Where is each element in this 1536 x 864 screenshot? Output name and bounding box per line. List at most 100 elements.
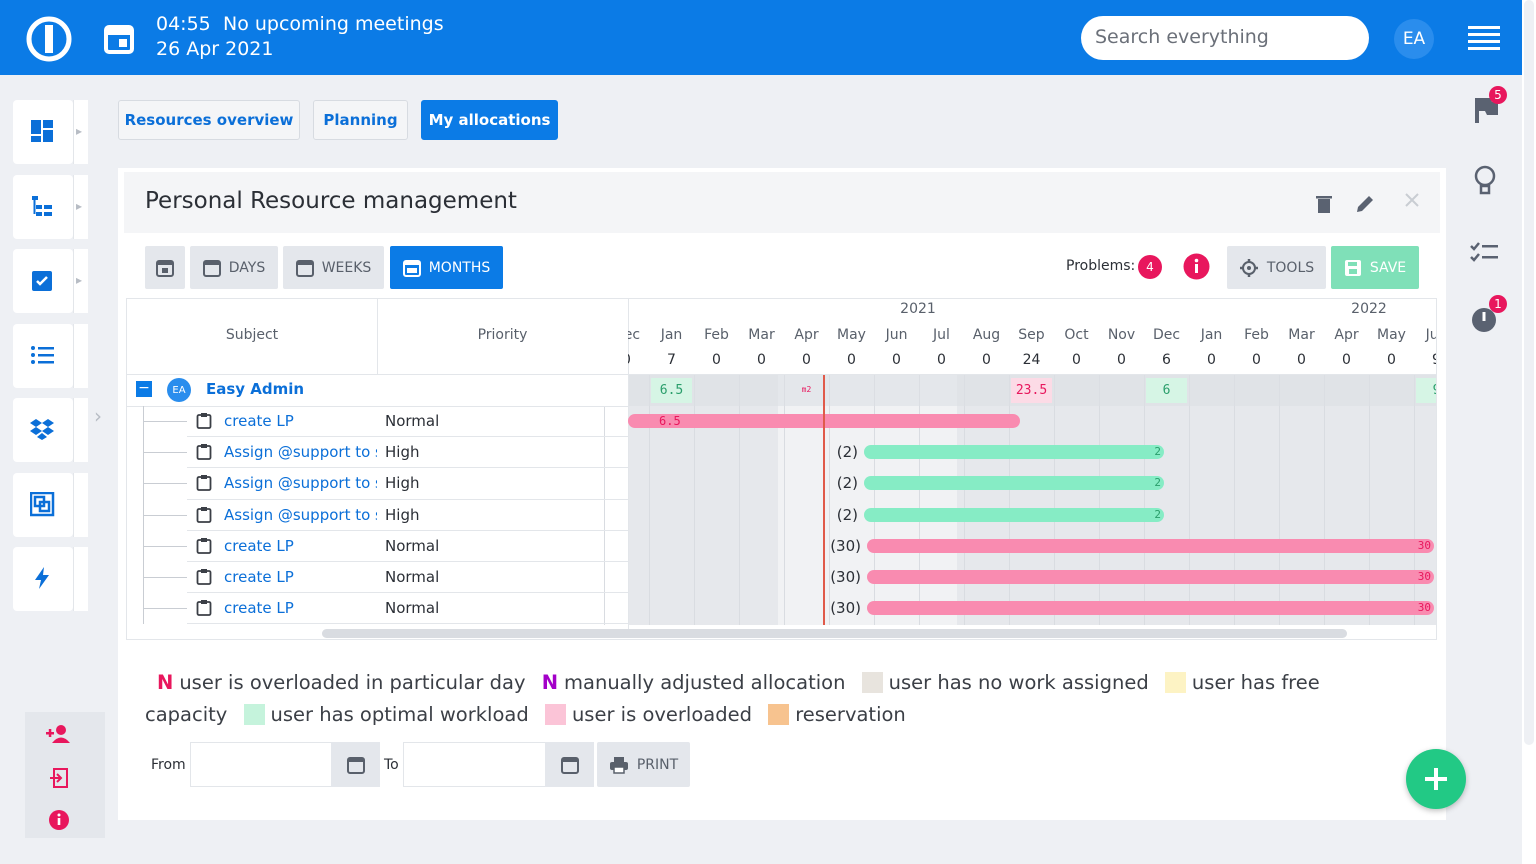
to-input[interactable]: [403, 742, 546, 787]
group-cells: 6.5 m2 23.5 6 9: [628, 375, 1436, 406]
page-scrollbar[interactable]: [1522, 0, 1536, 864]
task-subject[interactable]: create LP: [224, 568, 294, 586]
timer-icon[interactable]: 1: [1470, 293, 1512, 335]
from-input[interactable]: [190, 742, 332, 787]
month-label: Oct: [1064, 327, 1089, 343]
grid-line: [874, 375, 875, 625]
add-user-icon[interactable]: [46, 724, 72, 744]
h-scrollbar[interactable]: [322, 629, 1347, 638]
checklist-icon[interactable]: [1470, 240, 1500, 264]
to-calendar[interactable]: [545, 742, 594, 787]
tile-edge: [73, 174, 88, 239]
group-cell: 23.5: [1011, 378, 1052, 403]
bar-end: 30: [1417, 538, 1431, 552]
task-subject[interactable]: create LP: [224, 536, 294, 555]
group-avatar: EA: [167, 378, 191, 402]
group-row: [127, 375, 628, 407]
legend-text: user has optimal workload: [270, 703, 529, 726]
tile-chevron[interactable]: ▸: [76, 124, 83, 138]
avatar[interactable]: EA: [1394, 19, 1434, 59]
task-subject[interactable]: create LP: [224, 599, 294, 618]
month-label: Nov: [1107, 327, 1136, 343]
tile-chevron[interactable]: ▸: [76, 198, 83, 213]
logout-icon[interactable]: [49, 768, 69, 788]
date: 26 Apr 2021: [156, 38, 274, 60]
bar-end: 2: [1154, 445, 1161, 459]
tab[interactable]: Resources overview: [118, 100, 300, 140]
tile-edge: [73, 249, 88, 313]
task-priority: Normal: [385, 536, 440, 555]
add-button[interactable]: [1406, 749, 1466, 809]
edit-icon[interactable]: [1355, 194, 1375, 214]
task-subject[interactable]: create LP: [224, 412, 294, 430]
view-button-label: WEEKS: [321, 259, 372, 276]
save-button[interactable]: SAVE: [1331, 246, 1419, 289]
bulb-icon[interactable]: [1472, 165, 1498, 197]
logo[interactable]: [25, 15, 73, 63]
task-subject[interactable]: Assign @support to s: [224, 443, 377, 462]
grid-line: [919, 375, 920, 625]
bar-label: 6.5: [659, 414, 681, 428]
view-button[interactable]: DAYS: [190, 246, 278, 289]
calendar-icon[interactable]: [103, 21, 135, 55]
sidebar-icon: [31, 345, 54, 364]
today-line: [823, 375, 825, 625]
time: 04:55: [156, 13, 211, 35]
task-subject[interactable]: Assign @support to s: [224, 505, 377, 524]
month-total: 0: [1207, 352, 1216, 368]
tools-button[interactable]: TOOLS: [1227, 246, 1326, 289]
menu-icon[interactable]: [1468, 26, 1500, 50]
task-subject[interactable]: Assign @support to s: [224, 474, 377, 493]
grid-line: [1189, 375, 1190, 625]
tab-active[interactable]: My allocations: [421, 100, 558, 140]
sidebar-tile[interactable]: [13, 174, 73, 239]
month-label: Jun: [885, 327, 908, 343]
grid-line: [1144, 375, 1145, 625]
month-total: 0: [1252, 352, 1261, 368]
grid-line: [964, 375, 965, 625]
group-name[interactable]: Easy Admin: [206, 380, 305, 398]
close-icon[interactable]: [1404, 192, 1420, 208]
row-divider: [187, 436, 628, 438]
legend-swatch: [1164, 672, 1186, 693]
from-calendar[interactable]: [331, 742, 380, 787]
tile-chevron[interactable]: ▸: [76, 273, 83, 287]
tile-edge: [73, 547, 88, 611]
legend-swatch: [243, 704, 265, 725]
legend-text: user is overloaded: [571, 703, 752, 726]
tab[interactable]: Planning: [313, 100, 408, 140]
meetings[interactable]: No upcoming meetings: [223, 13, 444, 35]
month-total: 7: [667, 352, 676, 368]
sidebar-tile[interactable]: [13, 472, 73, 537]
search-box[interactable]: Search everything: [1081, 16, 1369, 60]
problems-count[interactable]: 4: [1138, 255, 1162, 279]
sidebar-tile[interactable]: [13, 323, 73, 388]
bar-before: (2): [836, 474, 858, 493]
sidebar-icon: [31, 120, 53, 142]
view-button-active[interactable]: MONTHS: [390, 246, 503, 289]
collapse-toggle[interactable]: −: [136, 381, 152, 397]
sidebar-toggle[interactable]: ›: [94, 404, 102, 428]
tree-branch: [143, 483, 187, 485]
print-button[interactable]: PRINT: [597, 742, 690, 787]
info-icon[interactable]: [48, 809, 70, 831]
delete-icon[interactable]: [1316, 194, 1332, 214]
flag-icon[interactable]: 5: [1470, 85, 1516, 125]
grid-line: [1369, 375, 1370, 625]
today-button[interactable]: [145, 246, 185, 289]
tree-branch: [143, 421, 187, 422]
column-header: Subject: [225, 327, 279, 343]
sidebar-tile[interactable]: [13, 398, 73, 462]
problems-info[interactable]: [1183, 253, 1210, 280]
sidebar-tile[interactable]: [13, 547, 73, 611]
legend-item: user has optimal workload: [243, 703, 529, 726]
view-button[interactable]: WEEKS: [283, 246, 384, 289]
sidebar-tile[interactable]: [13, 100, 73, 164]
task-icon: [196, 474, 212, 495]
year-label: 2022: [1351, 301, 1387, 317]
panel-title: Personal Resource management: [145, 188, 517, 214]
task-icon: [196, 443, 212, 464]
sidebar-tile[interactable]: [13, 249, 73, 313]
bar-before: (30): [830, 536, 861, 555]
